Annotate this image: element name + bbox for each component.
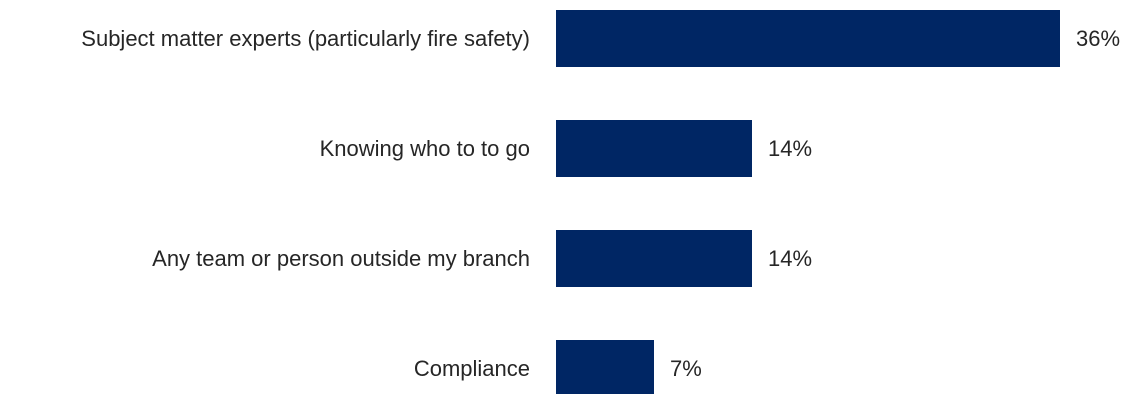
category-labels-layer: Subject matter experts (particularly fir… [81,26,530,381]
value-label-3: 7% [670,356,702,381]
category-label-1: Knowing who to to go [320,136,530,161]
bar-2 [556,230,752,287]
bar-3 [556,340,654,394]
bars-layer [556,10,1060,394]
value-label-0: 36% [1076,26,1120,51]
category-label-0: Subject matter experts (particularly fir… [81,26,530,51]
value-label-1: 14% [768,136,812,161]
value-label-2: 14% [768,246,812,271]
bar-1 [556,120,752,177]
category-label-2: Any team or person outside my branch [152,246,530,271]
category-label-3: Compliance [414,356,530,381]
value-labels-layer: 36% 14% 14% 7% [670,26,1120,381]
bar-0 [556,10,1060,67]
